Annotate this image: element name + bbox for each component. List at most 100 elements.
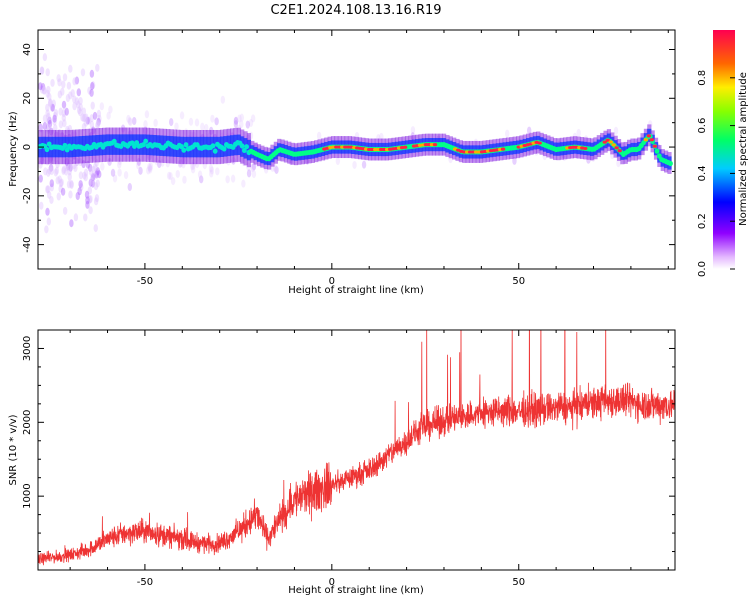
speckle-mark [250, 114, 256, 123]
speckle-mark [42, 53, 48, 62]
speckle-mark [57, 78, 62, 87]
y-tick-label: 20 [22, 92, 33, 105]
speckle-mark [197, 170, 203, 179]
speckle-mark [66, 162, 71, 171]
speckle-mark [106, 111, 111, 120]
speckle-mark [239, 113, 245, 122]
speckle-mark [96, 109, 102, 118]
speckle-mark [46, 117, 51, 126]
speckle-mark [58, 184, 63, 193]
speckle-mark [95, 120, 101, 129]
speckle-mark [80, 68, 86, 77]
speckle-mark [45, 185, 50, 194]
speckle-mark [147, 162, 152, 171]
speckle-mark [352, 160, 357, 169]
peak-mark [537, 141, 542, 145]
speckle-mark [45, 185, 51, 194]
speckle-mark [62, 206, 68, 215]
speckle-mark [38, 82, 43, 91]
speckle-mark [88, 167, 94, 176]
speckle-mark [82, 113, 88, 122]
speckle-mark [59, 178, 64, 187]
spectrogram-y-axis: -40 -20 0 20 40 [22, 43, 675, 270]
colorbar-tick-label: 0.2 [697, 213, 708, 229]
peak-mark [649, 138, 655, 142]
x-tick-label: 0 [329, 276, 335, 287]
speckle-mark [38, 174, 43, 183]
ridge-mark [62, 142, 68, 149]
colorbar-tick-label: 0.6 [697, 118, 708, 134]
speckle-mark [576, 128, 581, 137]
speckle-mark [42, 114, 48, 123]
speckle-mark [616, 159, 621, 168]
speckle-mark [61, 165, 67, 174]
speckle-mark [94, 194, 100, 203]
speckle-mark [83, 118, 89, 127]
peak-mark [602, 140, 607, 144]
speckle-mark [215, 167, 220, 176]
speckle-mark [127, 183, 133, 192]
speckle-mark [67, 172, 72, 181]
speckle-mark [58, 179, 64, 188]
ridge-mark [654, 148, 660, 154]
speckle-mark [239, 120, 244, 129]
speckle-mark [40, 82, 46, 91]
speckle-mark [47, 116, 52, 125]
colorbar: 0.0 0.2 0.4 0.6 0.8 Normalized spectral ampl… [697, 30, 749, 277]
peak-mark [605, 138, 610, 142]
speckle-mark [168, 172, 173, 181]
figure-title: C2E1.2024.108.13.16.R19 [270, 3, 441, 18]
speckle-mark [46, 168, 51, 177]
speckle-mark [117, 160, 122, 169]
speckle-mark [52, 111, 58, 120]
speckle-mark [204, 123, 209, 132]
speckle-mark [45, 109, 50, 118]
speckle-mark [61, 166, 66, 175]
speckle-mark [64, 107, 69, 116]
speckle-mark [132, 117, 137, 126]
speckle-mark [49, 179, 54, 188]
x-tick-label: 50 [512, 577, 525, 588]
speckle-mark [62, 73, 68, 82]
speckle-mark [170, 177, 176, 186]
speckle-mark [90, 101, 95, 110]
speckle-mark [78, 180, 83, 189]
speckle-mark [53, 109, 59, 118]
speckle-mark [74, 97, 80, 106]
speckle-mark [117, 168, 122, 177]
speckle-mark [83, 113, 89, 122]
snr-x-axis: -50 0 50 [69, 330, 669, 588]
speckle-mark [85, 200, 90, 209]
y-tick-label: 0 [22, 144, 33, 150]
speckle-mark [182, 175, 187, 184]
speckle-mark [81, 107, 87, 116]
speckle-mark [100, 162, 105, 171]
speckle-mark [210, 114, 215, 123]
speckle-mark [233, 117, 238, 126]
speckle-mark [95, 121, 100, 130]
y-tick-label: 1000 [22, 483, 33, 508]
peak-mark [583, 146, 588, 151]
speckle-mark [46, 85, 51, 94]
speckle-mark [49, 103, 55, 112]
speckle-mark [48, 98, 53, 107]
speckle-mark [108, 105, 113, 114]
speckle-mark [316, 131, 322, 140]
speckle-mark [60, 87, 65, 96]
speckle-mark [64, 167, 69, 176]
speckle-mark [81, 114, 86, 123]
speckle-mark [45, 207, 50, 216]
peak-mark [652, 144, 658, 148]
ridge-mark [221, 146, 227, 152]
y-tick-label: 40 [22, 43, 33, 56]
speckle-mark [166, 171, 172, 180]
peak-mark [500, 147, 506, 151]
speckle-mark [61, 80, 66, 89]
speckle-mark [87, 195, 92, 204]
speckle-mark [200, 122, 205, 131]
speckle-mark [91, 165, 96, 174]
snr-panel: -50 0 50 1000 2000 3000 Height of straight l… [8, 329, 676, 596]
speckle-mark [250, 164, 255, 173]
speckle-mark [95, 179, 100, 188]
speckle-mark [92, 111, 98, 120]
